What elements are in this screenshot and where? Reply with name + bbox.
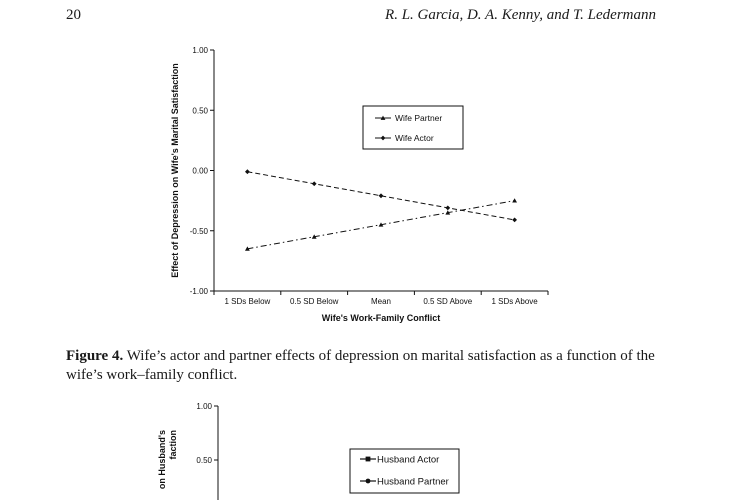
- legend-swatch-marker: [380, 115, 386, 120]
- legend-swatch-marker: [380, 135, 386, 141]
- data-point-0-0: [245, 246, 250, 251]
- data-point-0-3: [445, 210, 451, 215]
- x-tick-label: 0.5 SD Above: [423, 297, 472, 306]
- y-tick-label: 0.50: [196, 456, 212, 465]
- y-tick-label: 1.00: [196, 402, 212, 411]
- x-tick-label: 0.5 SD Below: [290, 297, 339, 306]
- data-point-0-1: [311, 234, 317, 239]
- x-tick-label: Mean: [371, 297, 391, 306]
- y-tick-label: 1.00: [192, 46, 208, 55]
- y-tick-label: 0.50: [192, 106, 208, 115]
- data-point-1-1: [311, 181, 317, 187]
- x-tick-label: 1 SDs Below: [225, 297, 271, 306]
- caption-label: Figure 4.: [66, 348, 124, 364]
- running-head: R. L. Garcia, D. A. Kenny, and T. Lederm…: [385, 7, 656, 23]
- legend-entry: Wife Partner: [395, 113, 442, 123]
- y-axis-title: on Husband's: [157, 430, 167, 489]
- legend-entry: Wife Actor: [395, 133, 434, 143]
- legend-entry: Husband Actor: [377, 455, 439, 466]
- legend-box: [362, 105, 464, 150]
- y-tick-label: -1.00: [190, 287, 209, 296]
- x-tick-label: 1 SDs Above: [491, 297, 538, 306]
- series-line-1: [247, 171, 515, 221]
- legend-swatch-marker: [365, 478, 371, 484]
- y-axis-title: Effect of Depression on Wife's Marital S…: [170, 63, 180, 278]
- figure-4-caption: Figure 4. Wife’s actor and partner effec…: [66, 347, 666, 385]
- legend-box: [349, 448, 460, 494]
- y-tick-label: -0.50: [190, 227, 209, 236]
- x-axis-title: Wife's Work-Family Conflict: [322, 313, 440, 323]
- y-tick-label: 0.00: [192, 167, 208, 176]
- data-point-1-4: [512, 217, 517, 223]
- data-point-0-4: [512, 198, 517, 203]
- legend-entry: Husband Partner: [377, 477, 449, 488]
- data-point-0-2: [378, 222, 384, 227]
- legend-swatch-marker: [365, 456, 371, 462]
- data-point-1-0: [245, 169, 250, 175]
- page-number: 20: [66, 7, 81, 23]
- data-point-1-2: [378, 193, 384, 199]
- data-point-1-3: [445, 205, 451, 211]
- y-axis-title: faction: [168, 430, 178, 460]
- caption-text: Wife’s actor and partner effects of depr…: [66, 348, 655, 383]
